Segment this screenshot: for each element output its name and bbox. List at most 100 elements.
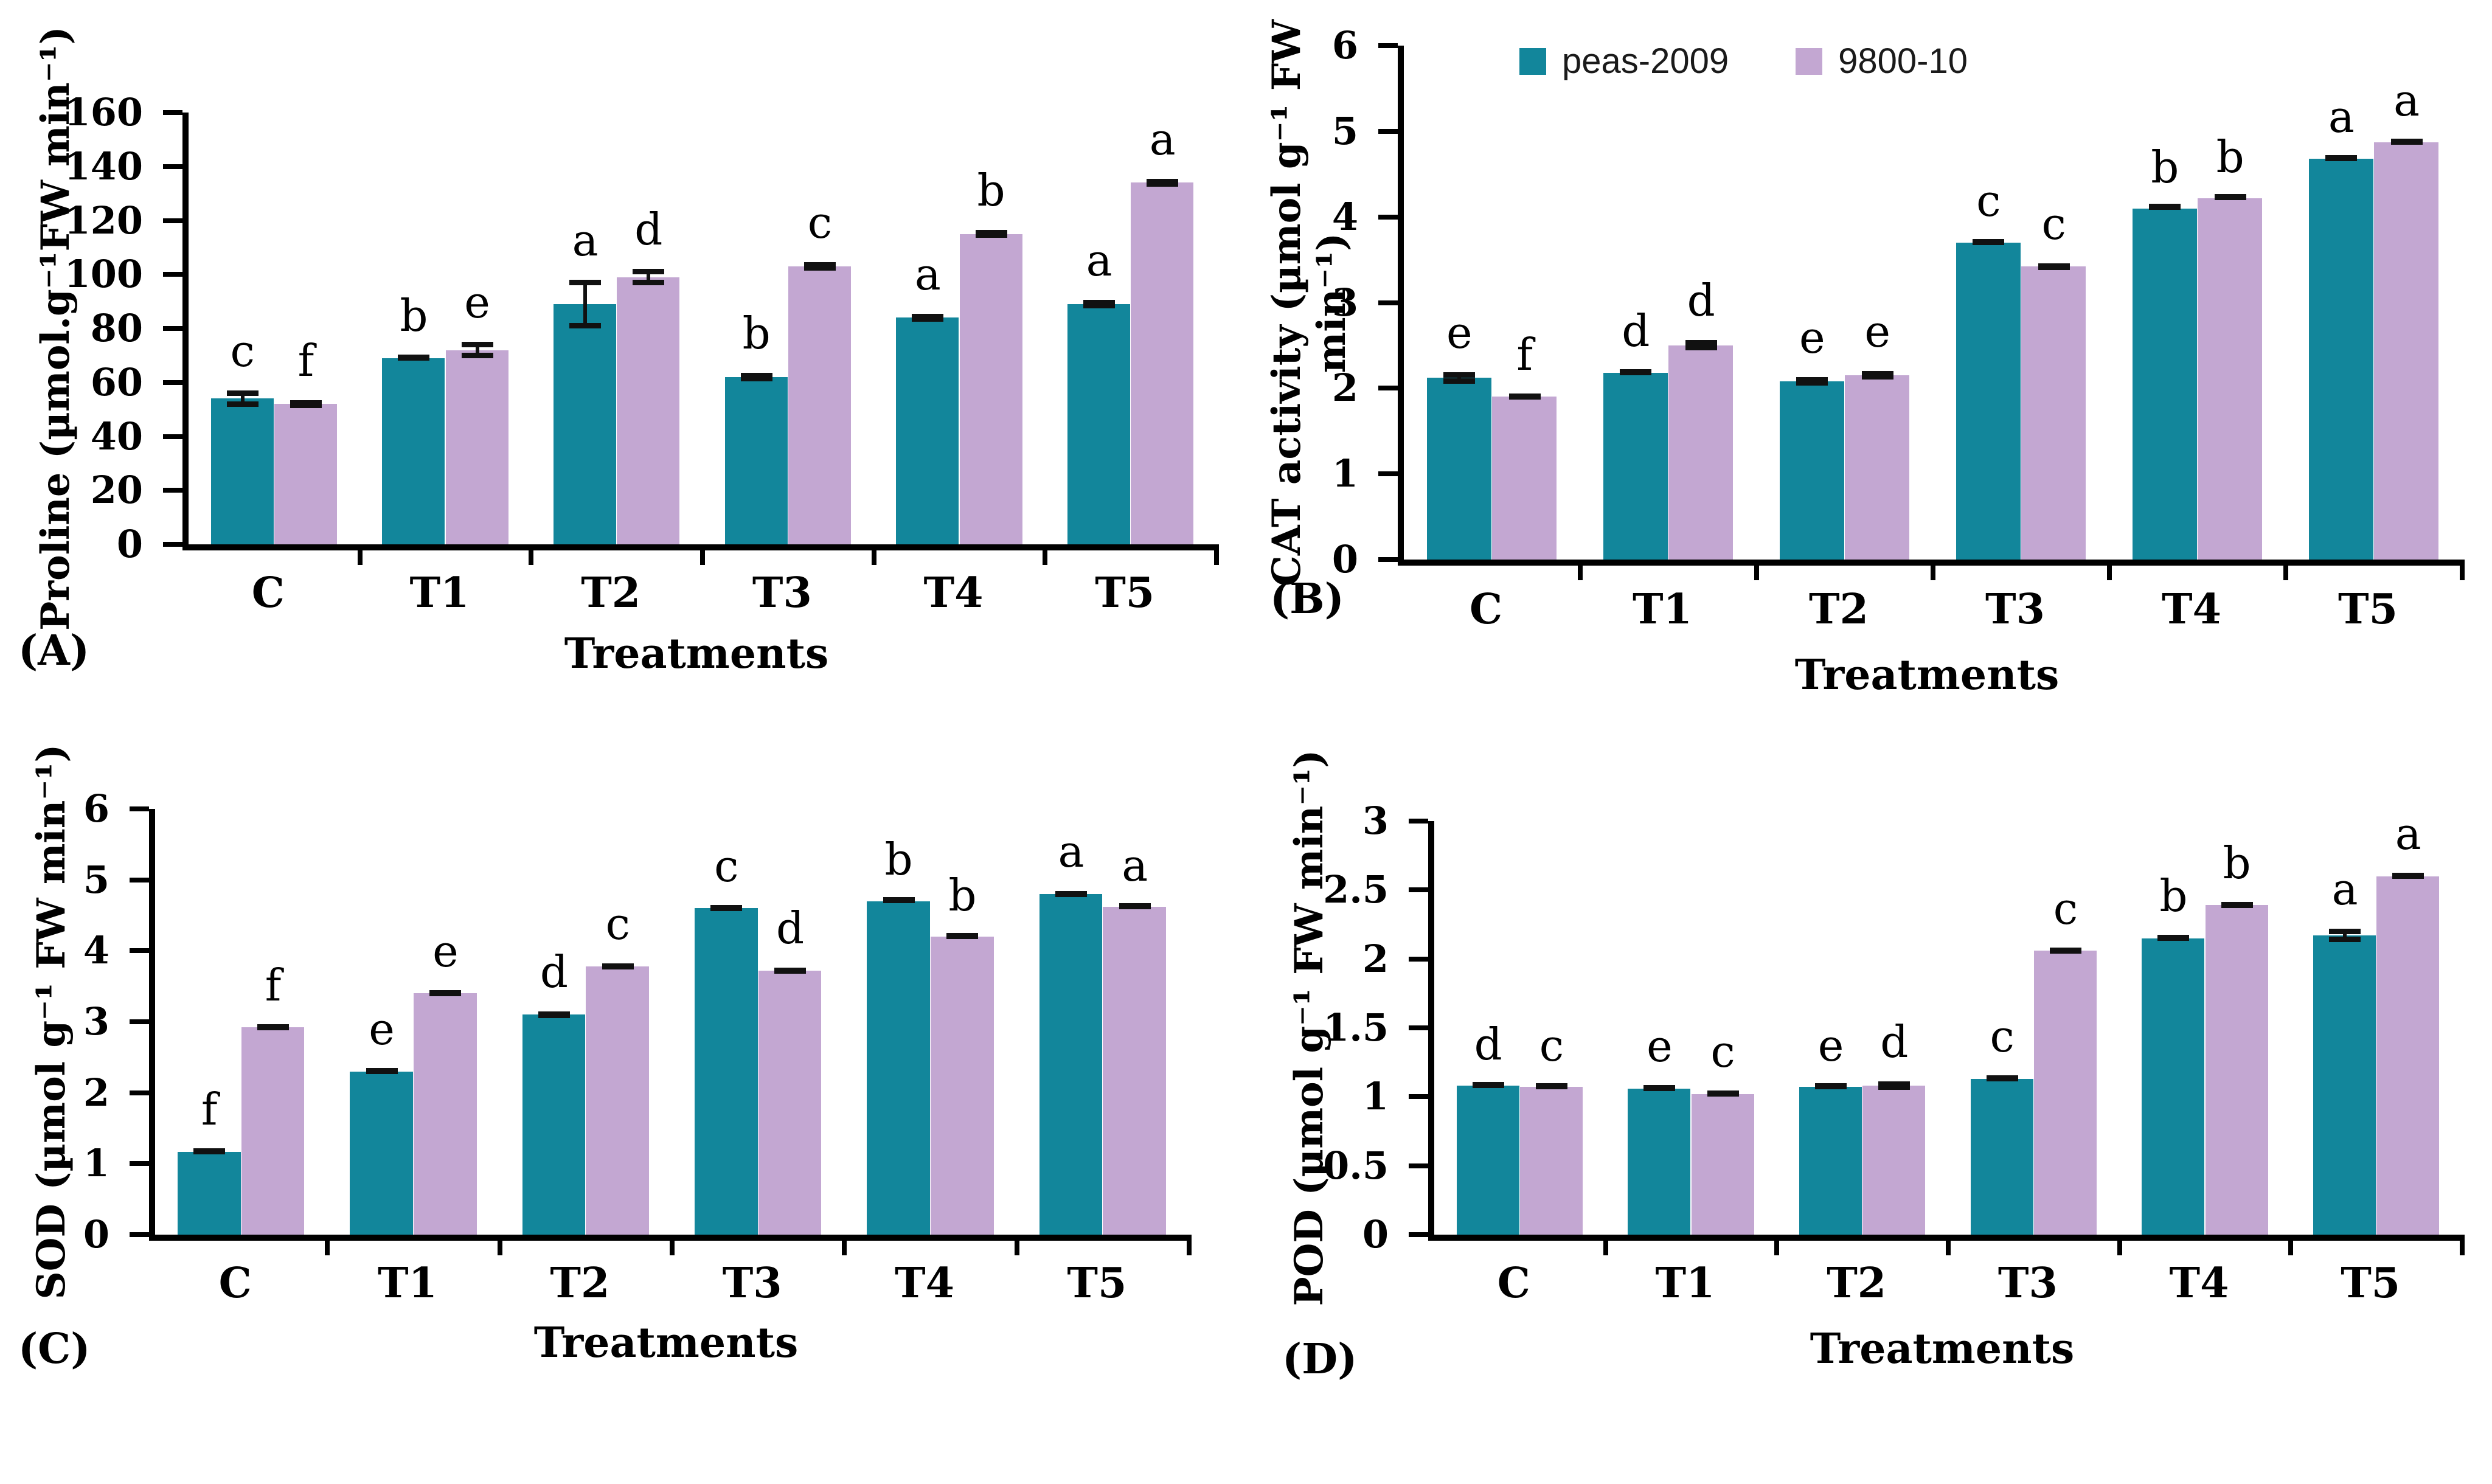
bar-9800-10-T4	[931, 937, 994, 1235]
bar-peas-2009-T4	[867, 901, 930, 1235]
bar-peas-2009-T2	[1799, 1087, 1862, 1235]
x-category-label: T1	[378, 1259, 437, 1308]
significance-letter: b	[2223, 837, 2251, 889]
error-bar-cap-bottom	[193, 1149, 226, 1155]
error-bar-stem	[240, 390, 245, 407]
bar-peas-2009-C	[177, 1151, 241, 1235]
error-bar-peas-2009-T1	[366, 1068, 398, 1075]
y-tick-label: 0.5	[1323, 1143, 1389, 1188]
x-axis-tick	[1014, 1235, 1019, 1255]
significance-letter: f	[1516, 329, 1533, 381]
error-bar-cap-bottom	[883, 898, 915, 904]
chart-panel-proline: c f b e a d b c a b a a 0 20 40 60 80 100 120 140 160 C T1 T2 T3…	[6, 9, 1247, 690]
x-category-label: T1	[1655, 1259, 1715, 1308]
significance-letter: d	[1622, 305, 1650, 356]
error-bar-cap-top	[1878, 1081, 1911, 1087]
y-axis-tick	[163, 434, 182, 439]
bar-peas-2009-T1	[1628, 1088, 1691, 1235]
error-bar-9800-10-T2	[1878, 1081, 1911, 1090]
error-bar-9800-10-T5	[1119, 903, 1151, 909]
bar-peas-2009-T3	[694, 908, 758, 1235]
error-bar-peas-2009-T4	[2157, 935, 2190, 941]
error-bar-9800-10-T2	[602, 963, 634, 969]
x-category-label: T2	[1827, 1259, 1887, 1308]
figure-canvas: { "figure": { "background": "#ffffff", "…	[6, 9, 2487, 1384]
y-axis-tick	[163, 542, 182, 547]
error-bar-peas-2009-T3	[740, 373, 772, 381]
error-bar-peas-2009-T2	[1815, 1083, 1847, 1089]
y-tick-label: 0	[1331, 537, 1358, 581]
x-axis-tick	[1946, 1235, 1951, 1255]
significance-letter: b	[884, 834, 913, 886]
y-tick-label: 1	[1362, 1074, 1389, 1119]
error-bar-9800-10-T2	[1861, 371, 1893, 380]
x-axis-tick	[1187, 1235, 1192, 1255]
bar-9800-10-T5	[1103, 907, 1167, 1235]
y-axis-tick	[1378, 300, 1398, 305]
error-bar-cap-bottom	[633, 280, 665, 285]
error-bar-peas-2009-C	[193, 1148, 226, 1155]
significance-letter: f	[201, 1083, 218, 1135]
error-bar-cap-top	[1443, 372, 1476, 378]
error-bar-cap-bottom	[2157, 935, 2190, 941]
error-bar-9800-10-T5	[2392, 873, 2424, 879]
error-bar-cap-top	[226, 390, 259, 397]
error-bar-cap-top	[461, 342, 493, 348]
bar-peas-2009-T4	[2132, 208, 2197, 560]
error-bar-9800-10-T1	[1685, 340, 1717, 351]
bar-9800-10-T4	[959, 234, 1022, 544]
error-bar-cap-bottom	[1508, 394, 1541, 400]
y-tick-label: 0	[83, 1212, 109, 1257]
error-bar-peas-2009-T3	[1973, 239, 2005, 246]
x-category-label: C	[218, 1259, 252, 1308]
error-bar-peas-2009-T1	[1643, 1085, 1676, 1092]
bar-9800-10-T5	[1131, 182, 1194, 544]
error-bar-9800-10-T3	[2038, 263, 2070, 270]
bar-peas-2009-T5	[1039, 894, 1103, 1235]
error-bar-9800-10-T1	[461, 342, 493, 358]
bar-9800-10-T2	[1845, 375, 1910, 560]
x-category-label: T4	[2169, 1259, 2229, 1308]
error-bar-cap-bottom	[740, 375, 772, 381]
error-bar-9800-10-T4	[946, 932, 979, 939]
bar-peas-2009-T5	[2308, 158, 2373, 560]
y-axis-tick	[1378, 214, 1398, 220]
x-category-label: T2	[1809, 585, 1869, 634]
bar-peas-2009-T3	[1970, 1078, 2033, 1235]
y-axis-tick	[1409, 1094, 1428, 1100]
error-bar-peas-2009-T4	[912, 313, 944, 322]
y-tick-label: 60	[90, 359, 143, 404]
significance-letter: e	[1647, 1021, 1673, 1072]
y-axis-tick	[163, 164, 182, 169]
y-tick-label: 100	[64, 252, 143, 297]
y-axis-tick	[163, 110, 182, 115]
x-category-label: C	[1497, 1259, 1530, 1308]
error-bar-cap-bottom	[1055, 891, 1087, 897]
significance-letter: d	[540, 946, 568, 997]
x-category-label: T3	[1985, 585, 2045, 634]
x-axis-tick	[871, 544, 876, 565]
error-bar-cap-bottom	[946, 933, 979, 939]
y-tick-label: 1	[83, 1141, 109, 1186]
x-axis-tick	[1774, 1235, 1780, 1255]
error-bar-cap-bottom	[803, 265, 836, 271]
y-tick-label: 80	[90, 306, 143, 350]
x-category-label: T1	[1633, 585, 1692, 634]
significance-letter: f	[265, 959, 282, 1011]
y-axis-tick	[1409, 819, 1428, 823]
y-tick-label: 6	[83, 786, 109, 831]
y-tick-label: 1.5	[1323, 1005, 1389, 1050]
y-axis-tick	[130, 1090, 149, 1095]
error-bar-cap-bottom	[1861, 374, 1893, 380]
chart-panel-pod: d c e c e d c c b b a a 0 0.5 1 1.5 2 2.5 3 C T1 T2 T3 T4 T5 POD …	[1246, 699, 2487, 1384]
error-bar-cap-bottom	[538, 1013, 570, 1019]
bar-peas-2009-T1	[382, 358, 445, 544]
x-axis-tick	[700, 544, 705, 565]
x-category-label: T3	[752, 569, 812, 617]
x-axis-tick	[1578, 560, 1583, 580]
error-bar-peas-2009-T5	[1083, 300, 1116, 308]
error-bar-cap-bottom	[226, 401, 259, 407]
x-axis-tick	[2460, 560, 2465, 580]
